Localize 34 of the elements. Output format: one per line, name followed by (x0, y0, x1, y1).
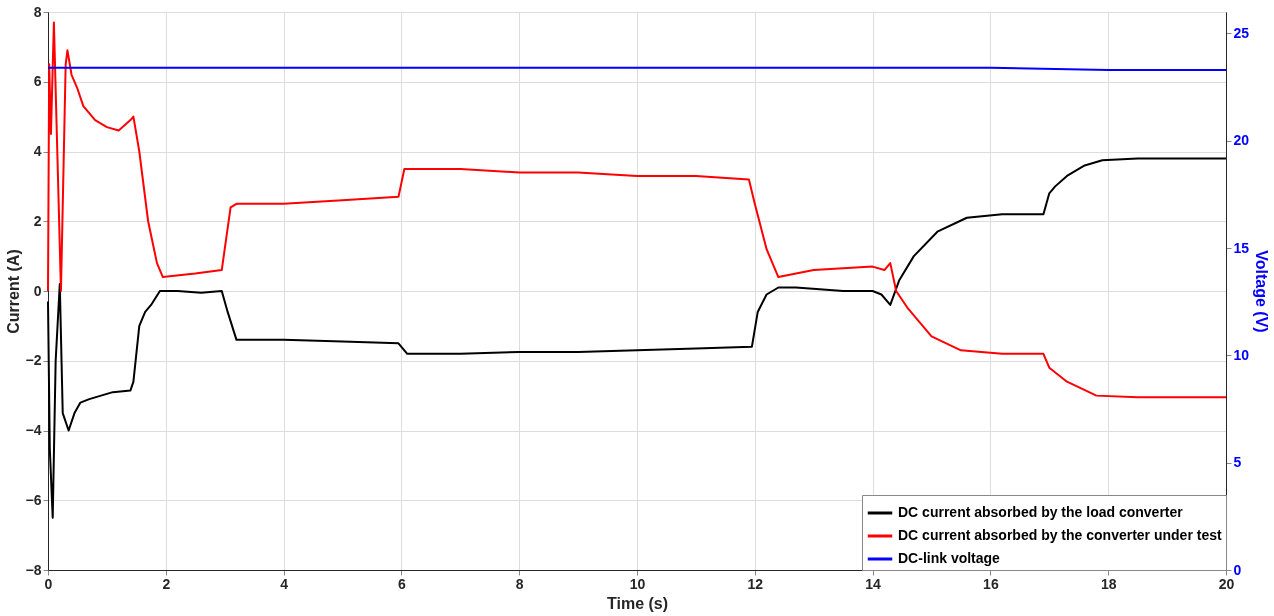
y-tick-label: 0 (33, 282, 42, 299)
x-tick-label: 12 (747, 575, 764, 592)
y-tick-label: −8 (25, 561, 42, 578)
x-tick-label: 18 (1100, 575, 1117, 592)
legend-label: DC current absorbed by the converter under test (898, 527, 1222, 543)
x-tick-label: 20 (1218, 575, 1235, 592)
x-tick-label: 16 (983, 575, 999, 592)
y2-axis-title: Voltage (V) (1253, 250, 1271, 333)
x-tick-label: 4 (280, 575, 289, 592)
x-axis-title: Time (s) (606, 594, 669, 612)
x-tick-label: 8 (515, 575, 524, 592)
y-tick-label: −2 (25, 352, 42, 369)
x-tick-label: 0 (44, 575, 53, 592)
y-tick-label: 2 (33, 212, 42, 229)
x-tick-label: 6 (398, 575, 406, 592)
y2-tick-label: 10 (1233, 346, 1250, 363)
y2-tick-label: 15 (1233, 239, 1250, 256)
y2-tick-label: 20 (1233, 132, 1250, 149)
y2-tick-label: 25 (1233, 24, 1250, 41)
line-series (47, 157, 1227, 519)
line-series (47, 21, 1227, 399)
y-axis-title: Current (A) (4, 249, 22, 334)
y-tick-label: −6 (25, 491, 42, 508)
y2-tick-label: 0 (1233, 561, 1242, 578)
y-tick-label: 4 (33, 143, 42, 159)
x-tick-label: 2 (162, 575, 171, 592)
x-tick-label: 14 (865, 575, 882, 592)
legend-label: DC-link voltage (898, 550, 1001, 566)
y-tick-label: 8 (33, 3, 42, 20)
y2-tick-label: 5 (1233, 454, 1242, 471)
legend-label: DC current absorbed by the load converter (898, 504, 1184, 520)
x-tick-label: 10 (629, 575, 646, 592)
y-tick-label: 6 (33, 73, 42, 90)
y-tick-label: −4 (25, 422, 42, 438)
